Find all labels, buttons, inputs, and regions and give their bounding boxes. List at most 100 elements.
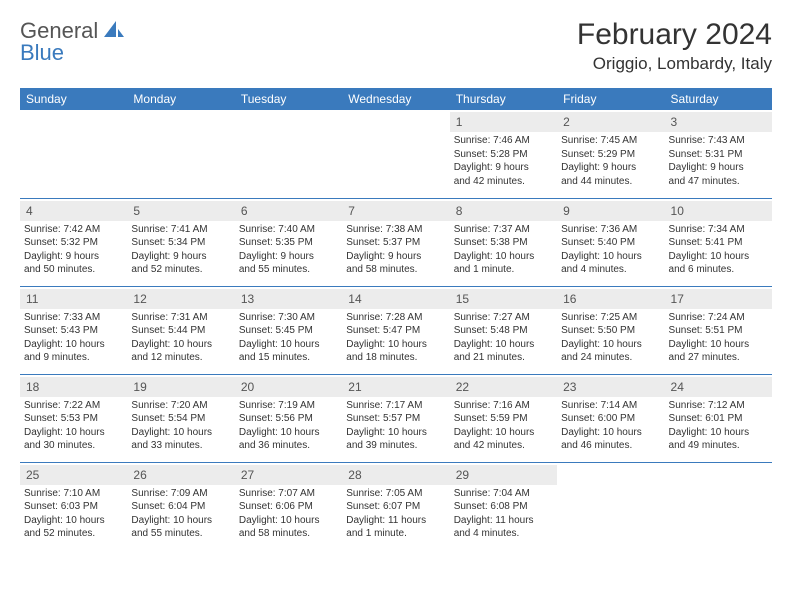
calendar-day-cell: 8Sunrise: 7:37 AMSunset: 5:38 PMDaylight…: [450, 198, 557, 286]
calendar-day-cell: 18Sunrise: 7:22 AMSunset: 5:53 PMDayligh…: [20, 374, 127, 462]
calendar-day-cell: 23 Sunrise: 7:14 AMSunset: 6:00 PMDayligh…: [557, 374, 664, 462]
daylight-text: and 9 minutes.: [24, 351, 123, 365]
day-number: 1: [450, 112, 557, 132]
daylight-text: Daylight: 9 hours: [669, 161, 768, 175]
sunset-text: Sunset: 5:38 PM: [454, 236, 553, 250]
day-number: 7: [342, 201, 449, 221]
daylight-text: and 6 minutes.: [669, 263, 768, 277]
sunrise-text: Sunrise: 7:27 AM: [454, 311, 553, 325]
sunrise-text: Sunrise: 7:07 AM: [239, 487, 338, 501]
title-block: February 2024 Origgio, Lombardy, Italy: [577, 18, 772, 74]
sunrise-text: Sunrise: 7:30 AM: [239, 311, 338, 325]
sunset-text: Sunset: 5:28 PM: [454, 148, 553, 162]
sunrise-text: Sunrise: 7:04 AM: [454, 487, 553, 501]
sunrise-text: Sunrise: 7:25 AM: [561, 311, 660, 325]
day-number: 24: [665, 377, 772, 397]
calendar-day-cell: 2Sunrise: 7:45 AMSunset: 5:29 PMDaylight…: [557, 110, 664, 198]
sunrise-text: Sunrise: 7:14 AM: [561, 399, 660, 413]
daylight-text: and 55 minutes.: [239, 263, 338, 277]
sunrise-text: Sunrise: 7:09 AM: [131, 487, 230, 501]
daylight-text: Daylight: 9 hours: [131, 250, 230, 264]
sunset-text: Sunset: 5:40 PM: [561, 236, 660, 250]
sunset-text: Sunset: 6:01 PM: [669, 412, 768, 426]
daylight-text: and 39 minutes.: [346, 439, 445, 453]
daylight-text: Daylight: 10 hours: [239, 514, 338, 528]
logo-sail-icon: [102, 19, 126, 44]
calendar-day-cell: [342, 110, 449, 198]
sunset-text: Sunset: 5:59 PM: [454, 412, 553, 426]
sunset-text: Sunset: 6:07 PM: [346, 500, 445, 514]
daylight-text: and 1 minute.: [454, 263, 553, 277]
calendar-day-cell: 1Sunrise: 7:46 AMSunset: 5:28 PMDaylight…: [450, 110, 557, 198]
daylight-text: Daylight: 10 hours: [239, 338, 338, 352]
sunrise-text: Sunrise: 7:38 AM: [346, 223, 445, 237]
daylight-text: Daylight: 10 hours: [24, 338, 123, 352]
sunset-text: Sunset: 5:29 PM: [561, 148, 660, 162]
calendar-day-cell: 17Sunrise: 7:24 AMSunset: 5:51 PMDayligh…: [665, 286, 772, 374]
logo-text-blue: Blue: [20, 40, 64, 65]
sunrise-text: Sunrise: 7:10 AM: [24, 487, 123, 501]
calendar-week-row: 4Sunrise: 7:42 AMSunset: 5:32 PMDaylight…: [20, 198, 772, 286]
daylight-text: and 49 minutes.: [669, 439, 768, 453]
calendar-day-cell: [127, 110, 234, 198]
sunset-text: Sunset: 6:08 PM: [454, 500, 553, 514]
daylight-text: and 18 minutes.: [346, 351, 445, 365]
calendar-day-cell: 11Sunrise: 7:33 AMSunset: 5:43 PMDayligh…: [20, 286, 127, 374]
daylight-text: and 50 minutes.: [24, 263, 123, 277]
daylight-text: and 4 minutes.: [454, 527, 553, 541]
calendar-day-cell: 4Sunrise: 7:42 AMSunset: 5:32 PMDaylight…: [20, 198, 127, 286]
sunset-text: Sunset: 5:53 PM: [24, 412, 123, 426]
daylight-text: Daylight: 10 hours: [131, 338, 230, 352]
day-number: 9: [557, 201, 664, 221]
daylight-text: Daylight: 9 hours: [24, 250, 123, 264]
sunrise-text: Sunrise: 7:43 AM: [669, 134, 768, 148]
daylight-text: Daylight: 10 hours: [561, 426, 660, 440]
daylight-text: and 4 minutes.: [561, 263, 660, 277]
sunrise-text: Sunrise: 7:22 AM: [24, 399, 123, 413]
sunset-text: Sunset: 5:34 PM: [131, 236, 230, 250]
day-number: 13: [235, 289, 342, 309]
calendar-day-cell: 28Sunrise: 7:05 AMSunset: 6:07 PMDayligh…: [342, 462, 449, 550]
month-title: February 2024: [577, 18, 772, 52]
daylight-text: and 1 minute.: [346, 527, 445, 541]
weekday-header: Monday: [127, 88, 234, 110]
day-number: 22: [450, 377, 557, 397]
daylight-text: and 12 minutes.: [131, 351, 230, 365]
day-number: 27: [235, 465, 342, 485]
sunrise-text: Sunrise: 7:28 AM: [346, 311, 445, 325]
day-number: 2: [557, 112, 664, 132]
header: General Blue February 2024 Origgio, Lomb…: [20, 18, 772, 74]
calendar-day-cell: 10Sunrise: 7:34 AMSunset: 5:41 PMDayligh…: [665, 198, 772, 286]
calendar-day-cell: 15Sunrise: 7:27 AMSunset: 5:48 PMDayligh…: [450, 286, 557, 374]
sunset-text: Sunset: 5:56 PM: [239, 412, 338, 426]
calendar-day-cell: 13 Sunrise: 7:30 AMSunset: 5:45 PMDayligh…: [235, 286, 342, 374]
calendar-table: Sunday Monday Tuesday Wednesday Thursday…: [20, 88, 772, 550]
day-number: 4: [20, 201, 127, 221]
calendar-week-row: 11Sunrise: 7:33 AMSunset: 5:43 PMDayligh…: [20, 286, 772, 374]
calendar-day-cell: 21Sunrise: 7:17 AMSunset: 5:57 PMDayligh…: [342, 374, 449, 462]
day-number: 3: [665, 112, 772, 132]
daylight-text: and 21 minutes.: [454, 351, 553, 365]
daylight-text: Daylight: 10 hours: [346, 426, 445, 440]
weekday-header: Thursday: [450, 88, 557, 110]
daylight-text: and 44 minutes.: [561, 175, 660, 189]
weekday-header: Saturday: [665, 88, 772, 110]
daylight-text: and 15 minutes.: [239, 351, 338, 365]
sunset-text: Sunset: 6:00 PM: [561, 412, 660, 426]
daylight-text: and 30 minutes.: [24, 439, 123, 453]
daylight-text: and 27 minutes.: [669, 351, 768, 365]
daylight-text: Daylight: 10 hours: [454, 426, 553, 440]
daylight-text: Daylight: 11 hours: [346, 514, 445, 528]
calendar-day-cell: 6Sunrise: 7:40 AMSunset: 5:35 PMDaylight…: [235, 198, 342, 286]
calendar-day-cell: 26Sunrise: 7:09 AMSunset: 6:04 PMDayligh…: [127, 462, 234, 550]
day-number: 20: [235, 377, 342, 397]
sunrise-text: Sunrise: 7:05 AM: [346, 487, 445, 501]
sunset-text: Sunset: 5:45 PM: [239, 324, 338, 338]
sunset-text: Sunset: 5:57 PM: [346, 412, 445, 426]
daylight-text: Daylight: 9 hours: [561, 161, 660, 175]
calendar-day-cell: 25Sunrise: 7:10 AMSunset: 6:03 PMDayligh…: [20, 462, 127, 550]
day-number: 23: [557, 377, 664, 397]
day-number: 8: [450, 201, 557, 221]
daylight-text: Daylight: 10 hours: [561, 338, 660, 352]
daylight-text: Daylight: 10 hours: [454, 338, 553, 352]
